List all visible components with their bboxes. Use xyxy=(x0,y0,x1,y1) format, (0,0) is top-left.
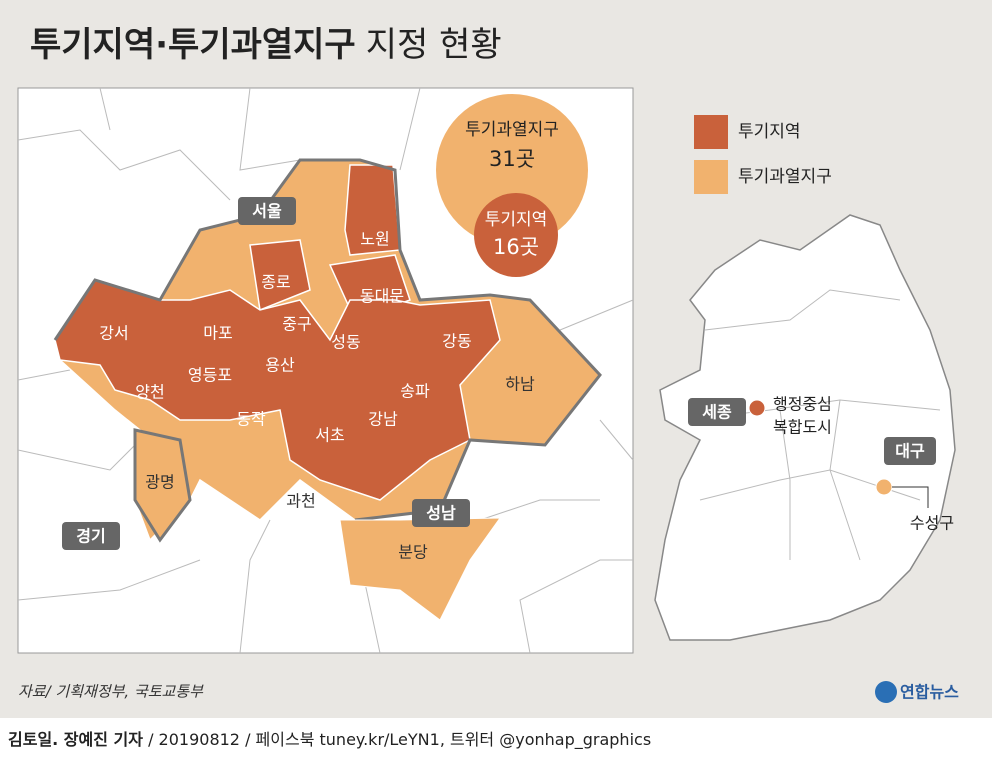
district-label: 강서 xyxy=(99,324,128,343)
place-label: 행정중심 xyxy=(773,395,832,414)
inner-count: 16곳 xyxy=(493,235,539,259)
district-label: 양천 xyxy=(135,383,164,402)
region-tag: 세종 xyxy=(702,403,732,422)
speculation-area xyxy=(249,239,311,312)
legend-swatch xyxy=(694,115,728,149)
tag-box xyxy=(688,398,746,426)
district-label: 분당 xyxy=(398,543,428,562)
korea-map xyxy=(654,214,956,641)
district-label: 동작 xyxy=(236,410,266,429)
speculation-area xyxy=(344,164,401,256)
outer-count: 31곳 xyxy=(489,147,535,171)
district-label: 중구 xyxy=(282,315,311,334)
sejong-marker xyxy=(748,399,766,417)
seoul-border xyxy=(53,158,602,522)
district-label: 하남 xyxy=(505,375,535,394)
region-tags: 서울 성남 경기 xyxy=(62,197,470,550)
inner-label: 투기지역 xyxy=(485,210,548,230)
legend-swatch xyxy=(694,160,728,194)
tag-box xyxy=(238,197,296,225)
count-circles: 투기과열지구 31곳 투기지역 16곳 xyxy=(436,94,588,277)
logo: 연합뉴스 xyxy=(900,683,959,702)
region-tag: 서울 xyxy=(252,202,282,221)
title-suffix: 지정 현황 xyxy=(366,25,502,65)
legend: 투기지역 투기과열지구 xyxy=(694,115,832,194)
leader-line xyxy=(892,486,929,508)
tag-box xyxy=(62,522,120,550)
district-label: 강동 xyxy=(442,332,471,351)
district-label: 성동 xyxy=(331,333,360,352)
korea-outline xyxy=(654,214,956,641)
place-label: 복합도시 xyxy=(773,418,832,437)
region-tag: 대구 xyxy=(895,442,925,461)
outer-circle xyxy=(436,94,588,246)
district-label: 마포 xyxy=(203,324,232,343)
district-label: 강남 xyxy=(368,410,398,429)
daegu-marker xyxy=(875,478,893,496)
gwangmyeong xyxy=(133,428,192,543)
logo-mark xyxy=(875,681,897,703)
title: 투기지역·투기과열지구 지정 현황 xyxy=(30,25,502,65)
district-label: 과천 xyxy=(286,492,315,511)
inner-circle xyxy=(474,193,558,277)
speculation-area xyxy=(54,279,501,501)
district-label: 영등포 xyxy=(188,366,232,385)
district-label: 종로 xyxy=(261,273,290,292)
footer-info: / 20190812 / 페이스북 tuney.kr/LeYN1, 트위터 @y… xyxy=(143,730,651,750)
legend-label: 투기과열지구 xyxy=(738,167,832,187)
district-label: 용산 xyxy=(265,356,295,375)
district-label: 송파 xyxy=(400,382,430,401)
tag-box xyxy=(884,437,936,465)
seoul-map xyxy=(54,159,601,542)
region-tag: 경기 xyxy=(76,527,105,546)
district-labels: 노원 종로 동대문 강서 마포 중구 성동 강동 양천 영등포 용산 송파 하남… xyxy=(99,230,535,562)
tag-box xyxy=(412,499,470,527)
outer-label: 투기과열지구 xyxy=(465,120,559,140)
footer-band xyxy=(0,718,992,757)
footer: 김토일. 장예진 기자 / 20190812 / 페이스북 tuney.kr/L… xyxy=(8,730,651,750)
district-label: 동대문 xyxy=(360,287,404,306)
title-main: 투기지역·투기과열지구 xyxy=(30,25,356,65)
legend-label: 투기지역 xyxy=(738,122,801,142)
place-label: 수성구 xyxy=(910,514,954,533)
district-label: 노원 xyxy=(360,230,389,249)
district-label: 광명 xyxy=(145,473,174,492)
background-borders xyxy=(17,87,634,654)
region-tag: 성남 xyxy=(426,504,456,523)
district-label: 서초 xyxy=(315,426,344,445)
source: 자료/ 기획재정부, 국토교통부 xyxy=(18,683,204,701)
footer-author: 김토일. 장예진 기자 xyxy=(8,730,143,749)
